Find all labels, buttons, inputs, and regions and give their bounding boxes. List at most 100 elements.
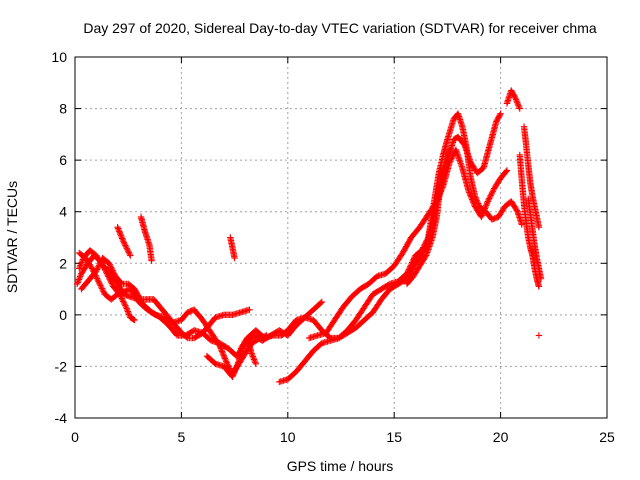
data-point: [103, 268, 110, 276]
data-point: [125, 248, 132, 255]
axis-ticks: 0 5 10 15 20 25 -4 -2 0 2 4 6 8 10: [51, 49, 615, 445]
data-point: [222, 358, 230, 365]
data-point: [101, 266, 108, 273]
data-point: [120, 239, 128, 246]
data-point: [223, 359, 230, 366]
data-point: [107, 277, 114, 284]
data-point: [119, 296, 126, 304]
data-point: [78, 259, 85, 266]
data-point: [229, 373, 236, 380]
data-point: [125, 311, 133, 318]
data-point: [222, 356, 229, 364]
y-tick-label: 4: [59, 204, 67, 220]
data-point: [466, 189, 473, 196]
data-point: [148, 257, 155, 264]
data-point: [116, 229, 124, 237]
data-point: [119, 236, 126, 244]
data-point: [97, 259, 104, 266]
data-point: [409, 259, 416, 266]
data-point: [96, 260, 104, 268]
data-point: [88, 265, 96, 272]
data-point: [488, 189, 496, 197]
data-point: [246, 306, 253, 313]
data-point: [405, 266, 413, 273]
data-point: [74, 279, 81, 286]
data-point: [235, 359, 242, 366]
data-point: [219, 349, 226, 357]
data-point: [125, 309, 132, 317]
data-point: [404, 269, 411, 276]
y-tick-label: 0: [59, 307, 67, 323]
data-point: [108, 265, 116, 273]
data-point: [405, 267, 412, 275]
data-point: [77, 260, 85, 268]
data-point: [467, 192, 474, 199]
data-point: [122, 303, 130, 311]
data-point: [124, 306, 131, 314]
data-point: [410, 255, 418, 262]
data-point: [407, 263, 414, 270]
data-point: [93, 266, 101, 273]
data-point: [98, 285, 106, 292]
data-point: [515, 103, 523, 111]
data-point: [252, 359, 259, 366]
data-point: [221, 353, 228, 361]
data-point: [119, 235, 126, 242]
data-point: [108, 280, 116, 287]
data-point: [465, 187, 472, 195]
data-point: [408, 260, 415, 268]
data-point: [422, 253, 429, 261]
data-point: [502, 168, 510, 175]
data-point: [95, 262, 103, 269]
data-point: [93, 267, 100, 275]
data-point: [120, 298, 127, 305]
y-tick-label: 2: [59, 255, 67, 271]
data-point: [512, 96, 520, 103]
data-point: [234, 360, 241, 368]
data-point: [482, 203, 489, 211]
data-point: [231, 369, 238, 376]
data-point: [251, 357, 258, 365]
data-point: [478, 212, 486, 219]
data-point: [218, 346, 225, 354]
data-point: [485, 196, 492, 204]
x-tick-label: 20: [493, 429, 509, 445]
data-point: [231, 367, 238, 375]
data-point: [232, 366, 239, 373]
data-point: [250, 356, 258, 363]
data-point: [232, 365, 240, 372]
data-point: [121, 301, 128, 308]
data-point: [483, 201, 490, 208]
data-point: [118, 295, 126, 302]
data-point: [107, 262, 114, 270]
data-point: [486, 195, 493, 202]
data-point: [75, 277, 82, 285]
data-point: [77, 271, 84, 279]
data-point: [229, 372, 237, 379]
data-point: [76, 274, 83, 282]
data-point: [123, 305, 130, 312]
data-point: [420, 244, 427, 251]
data-point: [103, 270, 111, 277]
y-tick-label: 10: [51, 49, 67, 65]
data-point: [230, 370, 237, 378]
data-point: [106, 276, 113, 283]
data-point: [410, 256, 417, 263]
data-point: [116, 228, 123, 235]
data-point: [122, 302, 129, 309]
data-point: [218, 348, 226, 355]
data-point: [466, 190, 474, 198]
data-point: [76, 263, 84, 271]
data-point: [98, 283, 105, 291]
data-point: [249, 351, 256, 359]
data-point: [406, 264, 413, 272]
plot-frame: [74, 56, 608, 419]
data-point: [488, 191, 495, 198]
data-point: [233, 363, 240, 371]
data-point: [122, 243, 130, 251]
data-point: [117, 231, 124, 238]
data-point: [76, 273, 84, 280]
data-point: [109, 267, 116, 274]
data-point: [233, 362, 241, 369]
data-point: [503, 167, 511, 174]
